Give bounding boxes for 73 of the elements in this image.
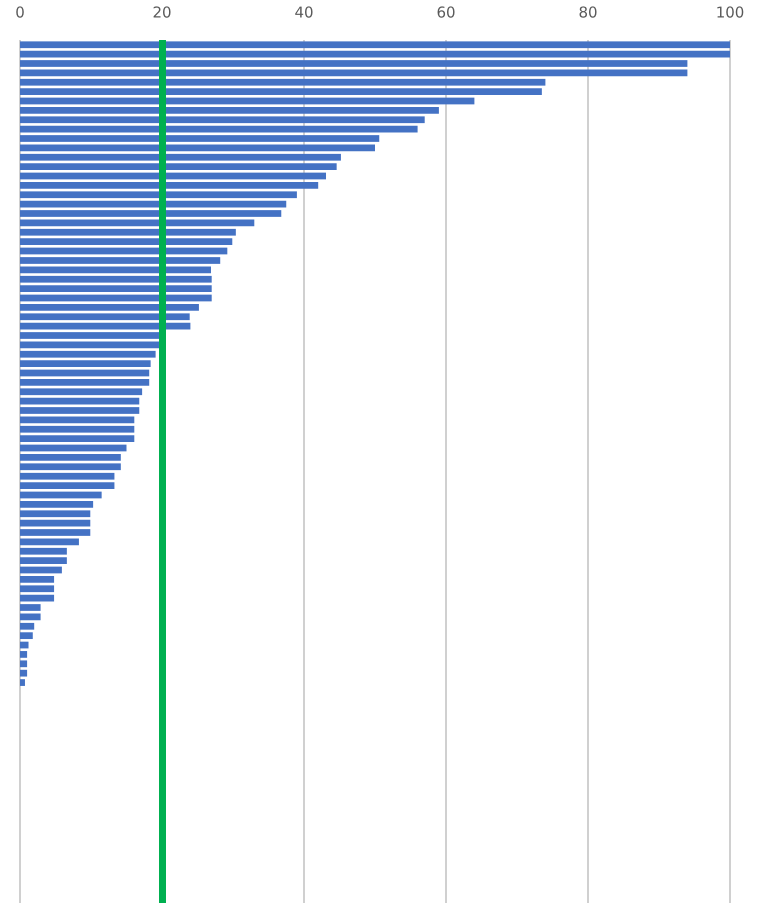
bar: [20, 294, 212, 302]
bar: [20, 398, 140, 405]
bar: [20, 210, 282, 217]
bar: [20, 98, 474, 104]
bar: [20, 642, 29, 648]
bar: [20, 191, 297, 198]
bar: [20, 266, 211, 274]
bar: [20, 154, 341, 161]
x-tick-label: 20: [152, 4, 172, 22]
bar: [20, 454, 121, 461]
bar: [20, 500, 94, 508]
bar: [20, 238, 232, 246]
bar: [20, 566, 62, 574]
bar: [20, 594, 54, 602]
bar: [20, 350, 156, 358]
bar: [20, 172, 326, 180]
bar: [20, 276, 212, 283]
bar: [20, 116, 425, 124]
bar: [20, 370, 150, 376]
bar: [20, 407, 140, 414]
bar: [20, 388, 142, 396]
bar: [20, 379, 150, 386]
bar: [20, 182, 318, 189]
bar: [20, 163, 337, 170]
x-tick-label: 80: [578, 4, 598, 22]
bar: [20, 472, 114, 480]
bar: [20, 78, 546, 86]
bar: [20, 220, 254, 226]
bar: [20, 426, 134, 433]
bar: [20, 670, 28, 677]
bar: [20, 585, 54, 592]
bar: [20, 135, 380, 142]
bar: [20, 257, 220, 264]
bar: [20, 360, 151, 367]
bar: [20, 510, 90, 518]
bar: [20, 60, 688, 67]
bar: [20, 604, 41, 611]
bar: [20, 88, 542, 95]
bar: [20, 622, 34, 630]
bar: [20, 548, 67, 555]
bar: [20, 228, 236, 236]
bar: [20, 576, 54, 583]
bar: [20, 69, 688, 76]
x-tick-label: 60: [436, 4, 456, 22]
bar: [20, 106, 439, 114]
bar: [20, 557, 67, 564]
bar: [20, 463, 121, 470]
x-tick-label: 40: [294, 4, 314, 22]
bar: [20, 482, 114, 489]
bar: [20, 614, 41, 620]
bar: [20, 126, 418, 132]
bar: [20, 520, 90, 526]
bar: [20, 444, 126, 452]
bar: [20, 492, 102, 498]
bar: [20, 529, 90, 536]
bar: [20, 285, 212, 292]
bar: [20, 248, 228, 254]
bar: [20, 200, 286, 208]
bar: [20, 632, 33, 640]
bar: [20, 41, 730, 48]
bar: [20, 416, 134, 424]
x-tick-label: 0: [15, 4, 25, 22]
bar: [20, 322, 190, 330]
bar: [20, 538, 79, 546]
bar: [20, 50, 730, 58]
bar: [20, 435, 134, 442]
bar: [20, 679, 25, 686]
bar: [20, 660, 28, 668]
x-tick-label: 100: [716, 4, 744, 22]
bar: [20, 304, 199, 311]
bar: [20, 313, 190, 320]
bar: [20, 144, 375, 152]
bar: [20, 651, 28, 658]
